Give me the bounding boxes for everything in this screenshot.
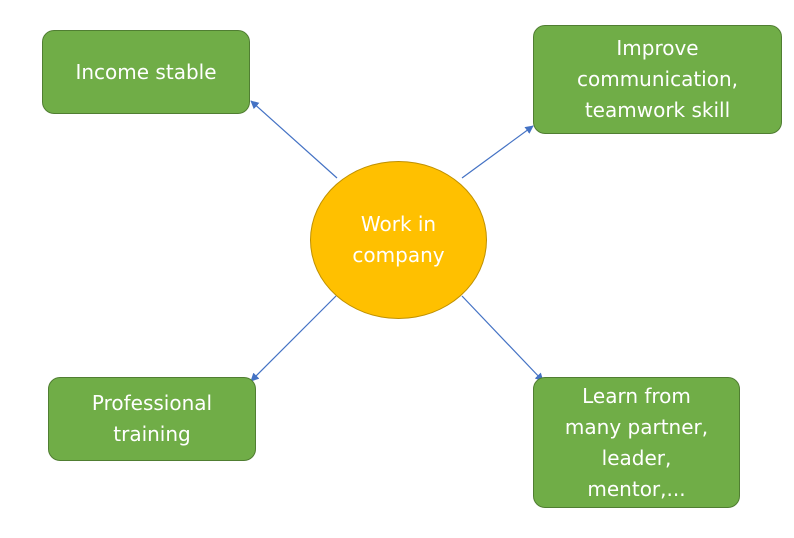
professional-training-label: Professional training [91,391,213,446]
improve-communication-box: Improve communication, teamwork skill [533,25,782,134]
professional-training-box: Professional training [48,377,256,461]
arrow-to-professional-training [250,295,337,382]
learn-from-partners-box: Learn from many partner, leader, mentor,… [533,377,740,508]
income-stable-label: Income stable [75,59,217,84]
work-in-company-label: Work in company [352,212,445,267]
arrow-to-income-stable [250,100,338,179]
arrow-to-learn-from-partners [461,295,544,382]
learn-from-partners-label: Learn from many partner, leader, mentor,… [564,383,709,501]
income-stable-box: Income stable [42,30,250,114]
arrow-to-improve-communication [461,125,534,179]
work-in-company-circle: Work in company [310,161,487,319]
improve-communication-label: Improve communication, teamwork skill [576,36,739,122]
